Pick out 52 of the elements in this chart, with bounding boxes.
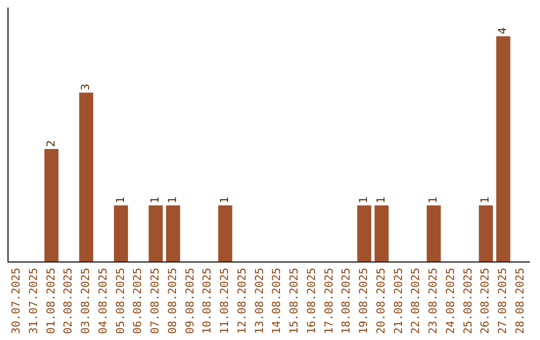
x-tick-label: 18.08.2025: [340, 268, 353, 334]
x-tick-label: 20.08.2025: [374, 268, 388, 334]
x-tick-label: 28.08.2025: [513, 268, 526, 334]
data-label: 1: [478, 196, 492, 204]
data-label: 1: [166, 196, 179, 204]
x-tick-label: 16.08.2025: [304, 268, 318, 334]
x-tick-label: 07.08.2025: [148, 268, 162, 334]
x-tick-label: 13.08.2025: [252, 268, 266, 334]
x-tick-label: 30.07.2025: [10, 268, 23, 334]
x-tick-label: 02.08.2025: [62, 268, 75, 334]
bar: [357, 205, 372, 262]
x-tick-label: 09.08.2025: [183, 268, 196, 334]
x-tick-label: 08.08.2025: [166, 268, 179, 334]
x-tick-label: 11.08.2025: [218, 268, 232, 334]
x-tick-label: 14.08.2025: [270, 268, 284, 334]
bar: [79, 92, 94, 262]
x-tick-label: 31.07.2025: [26, 268, 40, 334]
x-tick-label: 19.08.2025: [357, 268, 370, 334]
x-tick-label: 10.08.2025: [200, 268, 214, 334]
data-label: 1: [374, 196, 388, 204]
data-label: 1: [218, 196, 232, 204]
x-tick-label: 25.08.2025: [461, 268, 474, 334]
data-label: 1: [357, 196, 370, 204]
data-label: 2: [44, 140, 58, 147]
x-tick-label: 04.08.2025: [96, 268, 110, 334]
bar: [114, 205, 128, 262]
x-tick-label: 05.08.2025: [114, 268, 127, 334]
bar: [218, 205, 232, 262]
x-tick-label: 03.08.2025: [79, 268, 92, 334]
bar: [496, 36, 510, 262]
bar: [478, 205, 493, 262]
x-tick-label: 22.08.2025: [409, 268, 422, 334]
data-label: 4: [496, 27, 510, 34]
data-label: 1: [426, 196, 440, 204]
x-tick-label: 12.08.2025: [235, 268, 248, 334]
x-tick-label: 27.08.2025: [496, 268, 510, 334]
bar: [44, 148, 58, 262]
x-tick-label: 24.08.2025: [444, 268, 457, 334]
x-tick-label: 26.08.2025: [478, 268, 492, 334]
data-label: 3: [79, 84, 92, 91]
x-tick-label: 17.08.2025: [322, 268, 336, 334]
x-tick-label: 01.08.2025: [44, 268, 58, 334]
bar: [426, 205, 441, 262]
x-tick-label: 06.08.2025: [131, 268, 144, 334]
bar: [166, 205, 180, 262]
data-label: 1: [148, 196, 162, 204]
data-label: 1: [114, 196, 127, 204]
bar: [374, 205, 389, 262]
bar: [148, 205, 163, 262]
x-tick-label: 23.08.2025: [426, 268, 440, 334]
x-tick-label: 15.08.2025: [288, 268, 301, 334]
x-tick-label: 21.08.2025: [392, 268, 405, 334]
